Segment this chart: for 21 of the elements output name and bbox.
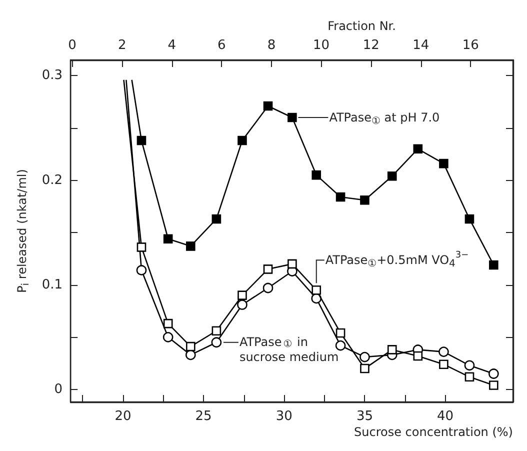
x2-tick-label: 16 <box>462 38 479 53</box>
y-tick-label: 0.2 <box>42 172 63 188</box>
x-axis-title: Sucrose concentration (%) <box>354 425 513 439</box>
x-tick-label: 40 <box>437 409 454 424</box>
x2-tick-label: 10 <box>313 38 330 53</box>
x2-tick-label: 14 <box>412 38 430 53</box>
x-tick-label: 25 <box>195 409 212 424</box>
x2-tick-label: 8 <box>267 38 276 53</box>
x-tick-label: 20 <box>114 409 132 424</box>
x-tick-label: 35 <box>356 409 373 424</box>
x-tick-label: 30 <box>276 409 292 424</box>
x2-tick-label: 4 <box>168 38 176 53</box>
x2-tick-label: 6 <box>218 38 226 53</box>
y-tick-label: 0.3 <box>42 68 63 84</box>
x2-tick-label: 2 <box>118 38 126 53</box>
x2-tick-label: 12 <box>362 38 380 53</box>
y-axis-title: Pi released (nkat/ml) <box>15 169 32 293</box>
y-tick-label: 0 <box>54 382 63 397</box>
x2-tick-label: 0 <box>68 38 76 53</box>
x2-axis-title: Fraction Nr. <box>328 19 396 33</box>
y-tick-label: 0.1 <box>42 277 63 292</box>
